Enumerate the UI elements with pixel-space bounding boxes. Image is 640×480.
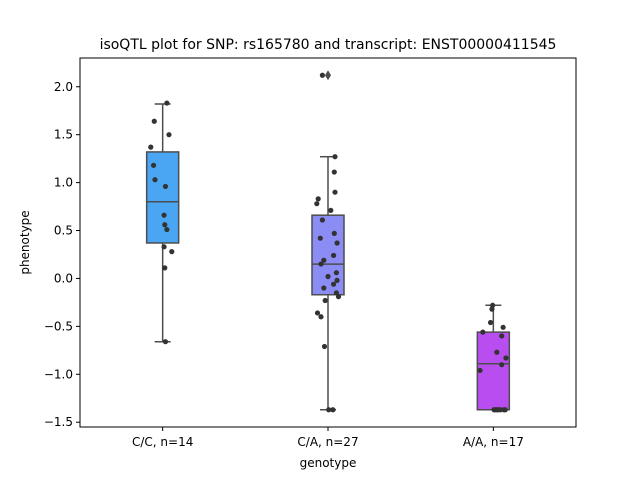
data-point [328, 207, 334, 213]
chart-title: isoQTL plot for SNP: rs165780 and transc… [100, 37, 557, 53]
data-point [331, 281, 337, 287]
data-point [314, 201, 320, 207]
data-point [317, 235, 323, 241]
data-point [331, 169, 337, 175]
box-group-1 [145, 103, 180, 343]
data-point [164, 226, 170, 233]
data-point [489, 306, 495, 312]
data-point [162, 222, 168, 228]
y-tick-label: 1.0 [54, 176, 73, 190]
data-point [334, 277, 340, 283]
axes: −1.5 −1.0 −0.5 0.0 0.5 1.0 1.5 2.0 C/C, n=14 C/A,… [44, 80, 524, 449]
data-point [319, 72, 325, 78]
data-point [332, 154, 338, 160]
strip-points-1 [148, 100, 175, 345]
data-point [500, 324, 506, 330]
data-point [490, 302, 496, 308]
strip-points-2 [314, 72, 342, 413]
y-tick-label: −1.0 [44, 367, 73, 381]
data-point [169, 249, 175, 255]
data-point [334, 240, 340, 246]
data-point [162, 265, 168, 271]
x-tick-label: C/A, n=27 [297, 435, 358, 449]
data-point [151, 118, 157, 124]
data-point [315, 196, 321, 202]
data-point [162, 183, 169, 190]
data-point [314, 310, 321, 316]
data-point [321, 285, 327, 291]
data-point [503, 355, 509, 361]
data-point [325, 273, 331, 280]
y-tick-label: −1.5 [44, 415, 73, 429]
x-axis-label: genotype [300, 456, 357, 470]
y-tick-label: 1.5 [54, 128, 73, 142]
data-point [148, 144, 154, 150]
data-point [162, 339, 169, 345]
data-point [333, 290, 339, 296]
data-point [330, 407, 336, 413]
data-point [502, 407, 508, 413]
data-point [331, 252, 337, 259]
data-point [326, 407, 332, 413]
data-point [332, 189, 338, 195]
data-point [161, 244, 167, 250]
plot-area [145, 70, 511, 413]
data-point [499, 333, 505, 339]
data-point [164, 100, 170, 106]
data-point [150, 162, 157, 168]
data-point [494, 349, 500, 355]
data-point [333, 270, 339, 276]
data-point [331, 230, 337, 236]
data-point [152, 177, 158, 183]
box-iqr [311, 214, 345, 296]
y-tick-label: 0.0 [54, 271, 73, 285]
y-tick-label: −0.5 [44, 319, 73, 333]
data-point [321, 343, 328, 350]
data-point [499, 362, 505, 368]
outlier-marker [325, 70, 331, 81]
data-point [322, 297, 328, 304]
data-point [477, 367, 483, 374]
y-axis-label: phenotype [18, 210, 32, 274]
data-point [318, 314, 324, 320]
x-tick-label: A/A, n=17 [463, 435, 524, 449]
data-point [480, 329, 486, 335]
data-point [335, 294, 342, 300]
data-point [161, 212, 167, 218]
data-point [318, 261, 324, 267]
y-tick-label: 2.0 [54, 80, 73, 94]
box-group-2 [311, 70, 345, 411]
y-tick-label: 0.5 [54, 224, 73, 238]
x-tick-label: C/C, n=14 [132, 435, 193, 449]
data-point [166, 132, 172, 138]
strip-points-3 [477, 302, 509, 413]
data-point [321, 257, 327, 263]
data-point [319, 217, 325, 223]
data-point [487, 319, 494, 326]
